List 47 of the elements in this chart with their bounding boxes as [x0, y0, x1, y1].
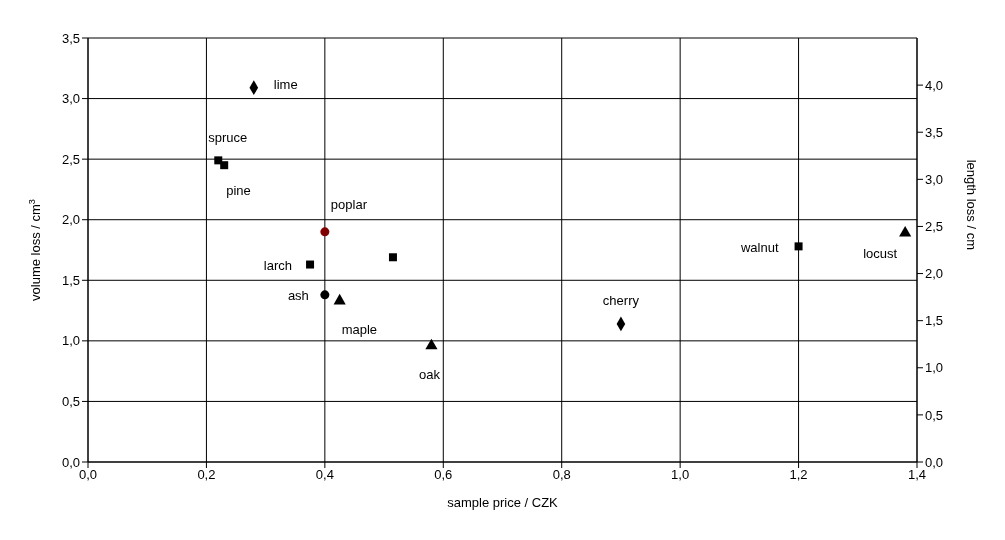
point: [425, 338, 438, 350]
y2-tick-label: 2,0: [925, 266, 944, 282]
y-tick-label: 3,5: [61, 30, 80, 46]
point: [388, 253, 397, 262]
point: [220, 161, 229, 170]
x-tick-label: 0,0: [78, 467, 98, 483]
x-tick-label: 0,2: [197, 467, 216, 483]
annotation: ash: [287, 288, 309, 304]
point: [214, 156, 223, 165]
y2-tick-label: 1,5: [925, 313, 944, 329]
y2-tick-label: 3,5: [925, 124, 944, 140]
annotation: poplar: [330, 197, 368, 213]
y-tick-label: 2,0: [61, 212, 80, 228]
point: [899, 226, 912, 237]
annotation: lime: [273, 77, 298, 93]
y2-axis-title: length loss / cm: [964, 159, 980, 250]
y-tick-label: 3,0: [61, 91, 80, 107]
point: [306, 260, 315, 269]
y-tick-label: 0,5: [61, 394, 80, 410]
x-tick-label: 0,6: [434, 467, 453, 483]
y2-tick-label: 4,0: [925, 77, 944, 93]
x-tick-label: 1,0: [671, 467, 690, 483]
point: [320, 227, 330, 237]
annotation: locust: [863, 246, 898, 262]
y-tick-label: 2,5: [61, 151, 80, 167]
point: [333, 293, 346, 305]
x-tick-label: 0,8: [552, 467, 571, 483]
x-axis-title: sample price / CZK: [447, 495, 559, 510]
x-tick-label: 1,4: [907, 467, 927, 483]
y2-tick-label: 3,0: [925, 171, 944, 187]
y2-tick-label: 1,0: [925, 360, 944, 376]
point: [794, 242, 803, 251]
annotation: cherry: [602, 293, 640, 309]
annotation: spruce: [208, 129, 248, 145]
y-tick-label: 1,0: [61, 333, 80, 349]
annotation: maple: [341, 322, 378, 338]
annotation: oak: [418, 367, 441, 383]
annotation: larch: [263, 257, 293, 273]
y-tick-label: 0,0: [61, 454, 80, 470]
y2-tick-label: 0,0: [925, 454, 944, 470]
y-tick-label: 1,5: [61, 272, 80, 288]
annotation: walnut: [739, 239, 779, 255]
y2-tick-label: 0,5: [925, 407, 944, 423]
annotation: pine: [226, 182, 251, 198]
x-tick-label: 0,4: [315, 467, 334, 483]
y2-tick-label: 2,5: [925, 219, 944, 235]
x-tick-label: 1,2: [789, 467, 808, 483]
